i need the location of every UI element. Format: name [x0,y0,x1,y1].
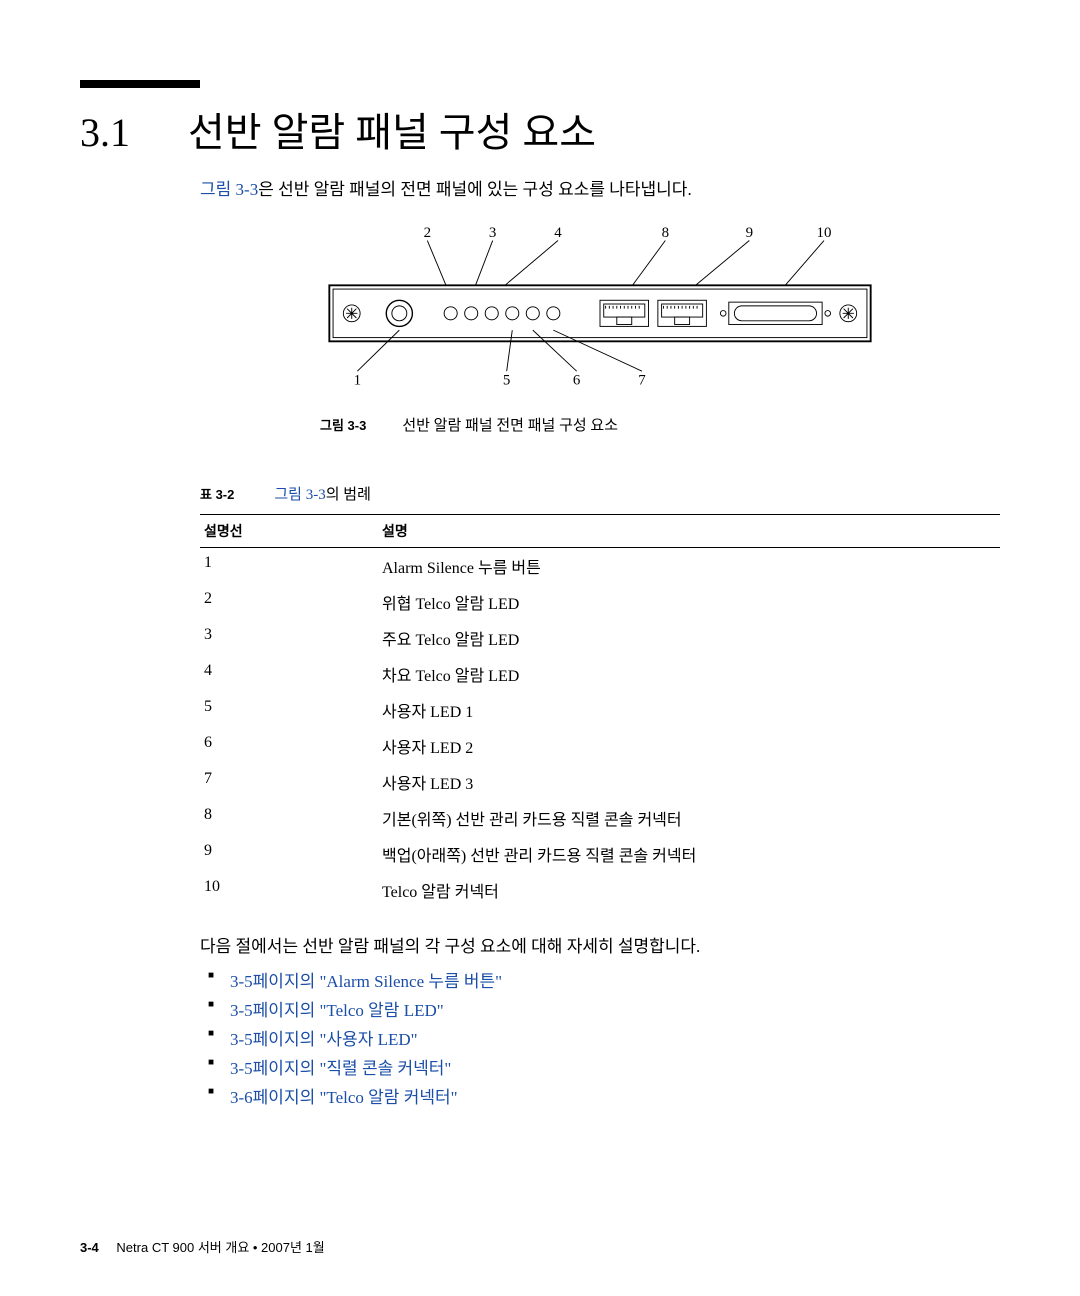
section-number: 3.1 [80,109,130,156]
table-row: 10Telco 알람 커넥터 [200,872,1000,908]
section-heading: 3.1 선반 알람 패널 구성 요소 [80,100,1000,158]
row-num: 8 [200,800,378,836]
row-desc: 사용자 LED 2 [378,728,1000,764]
row-num: 6 [200,728,378,764]
table-caption: 표 3-2 그림 3-3의 범례 [200,483,1000,504]
cross-ref-item[interactable]: 3-5페이지의 "직렬 콘솔 커넥터" [208,1054,1000,1079]
panel-diagram: 2 3 4 8 9 10 [320,220,880,388]
row-desc: 주요 Telco 알람 LED [378,620,1000,656]
svg-text:1: 1 [354,372,361,388]
svg-text:8: 8 [662,225,669,241]
cross-ref-item[interactable]: 3-5페이지의 "Telco 알람 LED" [208,996,1000,1021]
cross-ref-list: 3-5페이지의 "Alarm Silence 누름 버튼" 3-5페이지의 "Te… [208,967,1000,1108]
row-num: 2 [200,584,378,620]
section-rule [80,80,200,88]
cross-ref-item[interactable]: 3-6페이지의 "Telco 알람 커넥터" [208,1083,1000,1108]
row-desc: 기본(위쪽) 선반 관리 카드용 직렬 콘솔 커넥터 [378,800,1000,836]
svg-text:7: 7 [638,372,646,388]
figure-caption-label: 그림 3-3 [320,415,366,434]
row-desc: Telco 알람 커넥터 [378,872,1000,908]
legend-table: 설명선 설명 1Alarm Silence 누름 버튼2위협 Telco 알람 … [200,514,1000,908]
col-callout: 설명선 [200,515,378,548]
svg-text:5: 5 [503,372,510,388]
table-row: 8기본(위쪽) 선반 관리 카드용 직렬 콘솔 커넥터 [200,800,1000,836]
row-desc: 백업(아래쪽) 선반 관리 카드용 직렬 콘솔 커넥터 [378,836,1000,872]
row-desc: 사용자 LED 3 [378,764,1000,800]
table-row: 9백업(아래쪽) 선반 관리 카드용 직렬 콘솔 커넥터 [200,836,1000,872]
page-footer: 3-4 Netra CT 900 서버 개요 • 2007년 1월 [80,1237,325,1256]
svg-text:4: 4 [554,225,562,241]
cross-ref-item[interactable]: 3-5페이지의 "사용자 LED" [208,1025,1000,1050]
figure: 2 3 4 8 9 10 [320,220,880,435]
figure-caption: 그림 3-3 선반 알람 패널 전면 패널 구성 요소 [320,414,880,435]
col-desc: 설명 [378,515,1000,548]
row-desc: 차요 Telco 알람 LED [378,656,1000,692]
section-title: 선반 알람 패널 구성 요소 [188,100,596,158]
row-num: 7 [200,764,378,800]
cross-ref-item[interactable]: 3-5페이지의 "Alarm Silence 누름 버튼" [208,967,1000,992]
row-desc: 사용자 LED 1 [378,692,1000,728]
row-num: 9 [200,836,378,872]
row-num: 1 [200,548,378,585]
page-number: 3-4 [80,1240,99,1255]
row-num: 3 [200,620,378,656]
footer-text: Netra CT 900 서버 개요 • 2007년 1월 [116,1240,324,1255]
row-num: 10 [200,872,378,908]
figure-ref-link[interactable]: 그림 3-3 [200,180,258,199]
table-row: 7사용자 LED 3 [200,764,1000,800]
table-caption-label: 표 3-2 [200,484,234,503]
svg-text:10: 10 [817,225,832,241]
content-area: 그림 3-3은 선반 알람 패널의 전면 패널에 있는 구성 요소를 나타냅니다… [200,175,1000,1108]
svg-text:9: 9 [746,225,753,241]
intro-text: 그림 3-3은 선반 알람 패널의 전면 패널에 있는 구성 요소를 나타냅니다… [200,175,1000,200]
page: 3.1 선반 알람 패널 구성 요소 그림 3-3은 선반 알람 패널의 전면 … [0,0,1080,1296]
svg-text:3: 3 [489,225,496,241]
row-desc: Alarm Silence 누름 버튼 [378,548,1000,585]
svg-text:6: 6 [573,372,581,388]
row-desc: 위협 Telco 알람 LED [378,584,1000,620]
table-row: 4차요 Telco 알람 LED [200,656,1000,692]
table-caption-suffix: 의 범례 [326,487,371,503]
table-row: 2위협 Telco 알람 LED [200,584,1000,620]
intro-rest: 은 선반 알람 패널의 전면 패널에 있는 구성 요소를 나타냅니다. [258,180,692,199]
table-row: 1Alarm Silence 누름 버튼 [200,548,1000,585]
row-num: 4 [200,656,378,692]
table-caption-text: 그림 3-3의 범례 [274,483,371,504]
table-row: 5사용자 LED 1 [200,692,1000,728]
row-num: 5 [200,692,378,728]
figure-caption-text: 선반 알람 패널 전면 패널 구성 요소 [402,414,618,435]
table-caption-ref[interactable]: 그림 3-3 [274,487,325,503]
table-row: 3주요 Telco 알람 LED [200,620,1000,656]
after-text: 다음 절에서는 선반 알람 패널의 각 구성 요소에 대해 자세히 설명합니다. [200,932,1000,957]
table-row: 6사용자 LED 2 [200,728,1000,764]
svg-text:2: 2 [424,225,431,241]
